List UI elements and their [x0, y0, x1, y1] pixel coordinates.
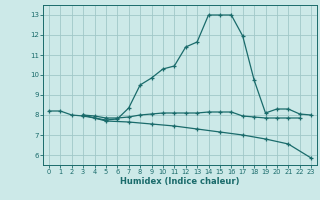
X-axis label: Humidex (Indice chaleur): Humidex (Indice chaleur) [120, 177, 240, 186]
